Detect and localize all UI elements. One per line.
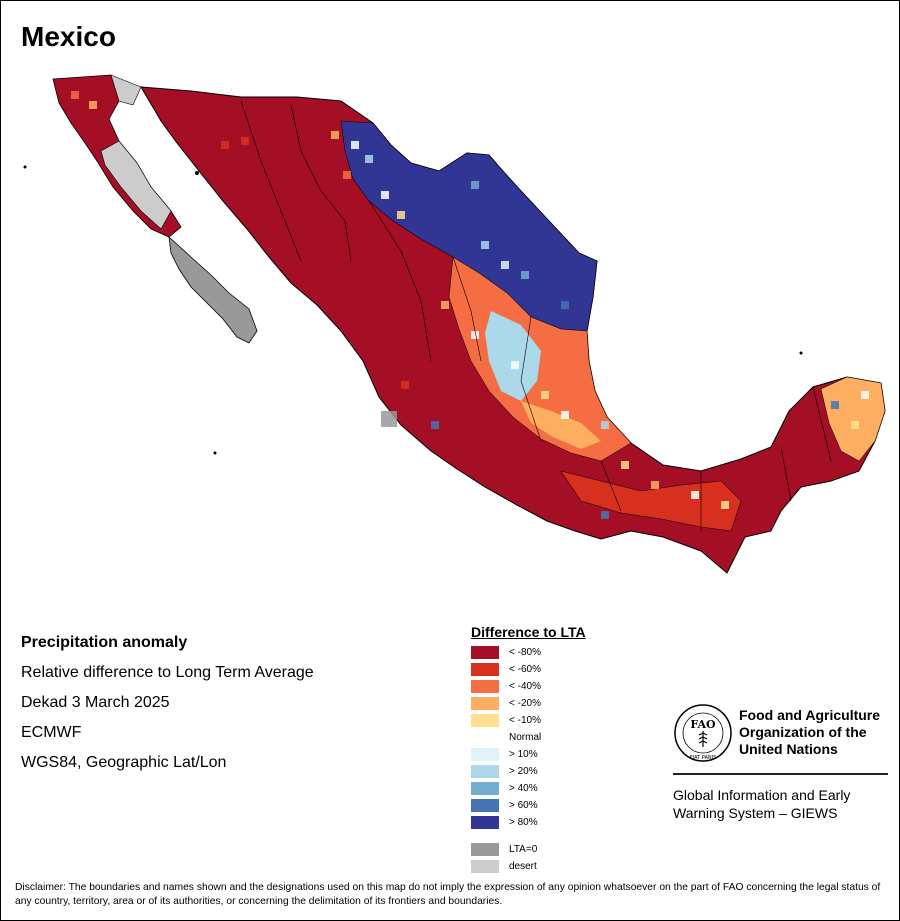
- legend-swatch: [471, 799, 499, 812]
- svg-text:FAO: FAO: [690, 718, 716, 731]
- central-light-patch: [485, 311, 541, 401]
- legend-item: < -10%: [471, 712, 651, 729]
- fao-logo-icon: FAO FIAT PANIS: [674, 704, 732, 762]
- state-boundaries: [240, 100, 832, 531]
- legend-label: > 40%: [509, 783, 538, 794]
- disclaimer: Disclaimer: The boundaries and names sho…: [15, 882, 881, 907]
- legend: Difference to LTA < -80% < -60% < -40% < -2…: [471, 624, 651, 875]
- legend-label: < -20%: [509, 698, 541, 709]
- info-line-3: ECMWF: [21, 724, 82, 741]
- legend-item: < -20%: [471, 695, 651, 712]
- organization-name: Food and Agriculture Organization of the…: [739, 707, 881, 757]
- legend-swatch: [471, 680, 499, 693]
- info-heading: Precipitation anomaly: [21, 634, 188, 651]
- legend-items: < -80% < -60% < -40% < -20% < -10% Normal > 10…: [471, 644, 651, 831]
- legend-swatch: [471, 663, 499, 676]
- legend-swatch: [471, 816, 499, 829]
- central-normal-patch: [521, 401, 601, 449]
- map-info-block: Precipitation anomaly Relative differenc…: [21, 628, 314, 778]
- legend-label: > 20%: [509, 766, 538, 777]
- legend-swatch: [471, 765, 499, 778]
- legend-label: desert: [509, 861, 537, 872]
- info-line-4: WGS84, Geographic Lat/Lon: [21, 754, 227, 771]
- legend-extra-items: LTA=0 desert: [471, 841, 651, 875]
- giews-name: Global Information and Early Warning Sys…: [673, 787, 851, 821]
- grid-texture: [71, 91, 869, 519]
- svg-text:FIAT PANIS: FIAT PANIS: [690, 755, 717, 761]
- legend-label: Normal: [509, 732, 542, 743]
- map-area: [1, 61, 900, 581]
- organization-divider: [673, 773, 888, 775]
- legend-swatch: [471, 860, 499, 873]
- legend-item: Normal: [471, 729, 651, 746]
- legend-label: > 10%: [509, 749, 538, 760]
- legend-label: < -40%: [509, 681, 541, 692]
- info-line-1: Relative difference to Long Term Average: [21, 664, 314, 681]
- legend-label: < -60%: [509, 664, 541, 675]
- legend-swatch: [471, 697, 499, 710]
- legend-item: > 20%: [471, 763, 651, 780]
- legend-label: < -80%: [509, 647, 541, 658]
- legend-swatch: [471, 748, 499, 761]
- legend-label: > 80%: [509, 817, 538, 828]
- legend-gap: [471, 831, 651, 841]
- legend-item: > 40%: [471, 780, 651, 797]
- south-mixed-region: [560, 470, 742, 532]
- legend-item: > 10%: [471, 746, 651, 763]
- island-marker: [23, 165, 27, 169]
- legend-item: < -60%: [471, 661, 651, 678]
- legend-label: < -10%: [509, 715, 541, 726]
- central-mixed-region: [448, 256, 632, 462]
- legend-item: > 60%: [471, 797, 651, 814]
- legend-item: < -80%: [471, 644, 651, 661]
- baja-desert-region: [100, 74, 172, 230]
- legend-label: LTA=0: [509, 844, 538, 855]
- legend-item: desert: [471, 858, 651, 875]
- baja-south-region: [168, 235, 258, 344]
- legend-label: > 60%: [509, 800, 538, 811]
- northeast-wet-region: [340, 120, 598, 332]
- legend-title: Difference to LTA: [471, 624, 586, 640]
- island-marker: [195, 171, 199, 175]
- legend-swatch: [471, 714, 499, 727]
- mexico-anomaly-map: [23, 74, 886, 574]
- map-title: Mexico: [21, 21, 116, 52]
- island-marker: [213, 451, 217, 455]
- legend-item: < -40%: [471, 678, 651, 695]
- legend-item: > 80%: [471, 814, 651, 831]
- info-line-2: Dekad 3 March 2025: [21, 694, 170, 711]
- legend-item: LTA=0: [471, 841, 651, 858]
- legend-swatch: [471, 843, 499, 856]
- legend-swatch: [471, 646, 499, 659]
- island-marker: [799, 351, 803, 355]
- legend-swatch: [471, 782, 499, 795]
